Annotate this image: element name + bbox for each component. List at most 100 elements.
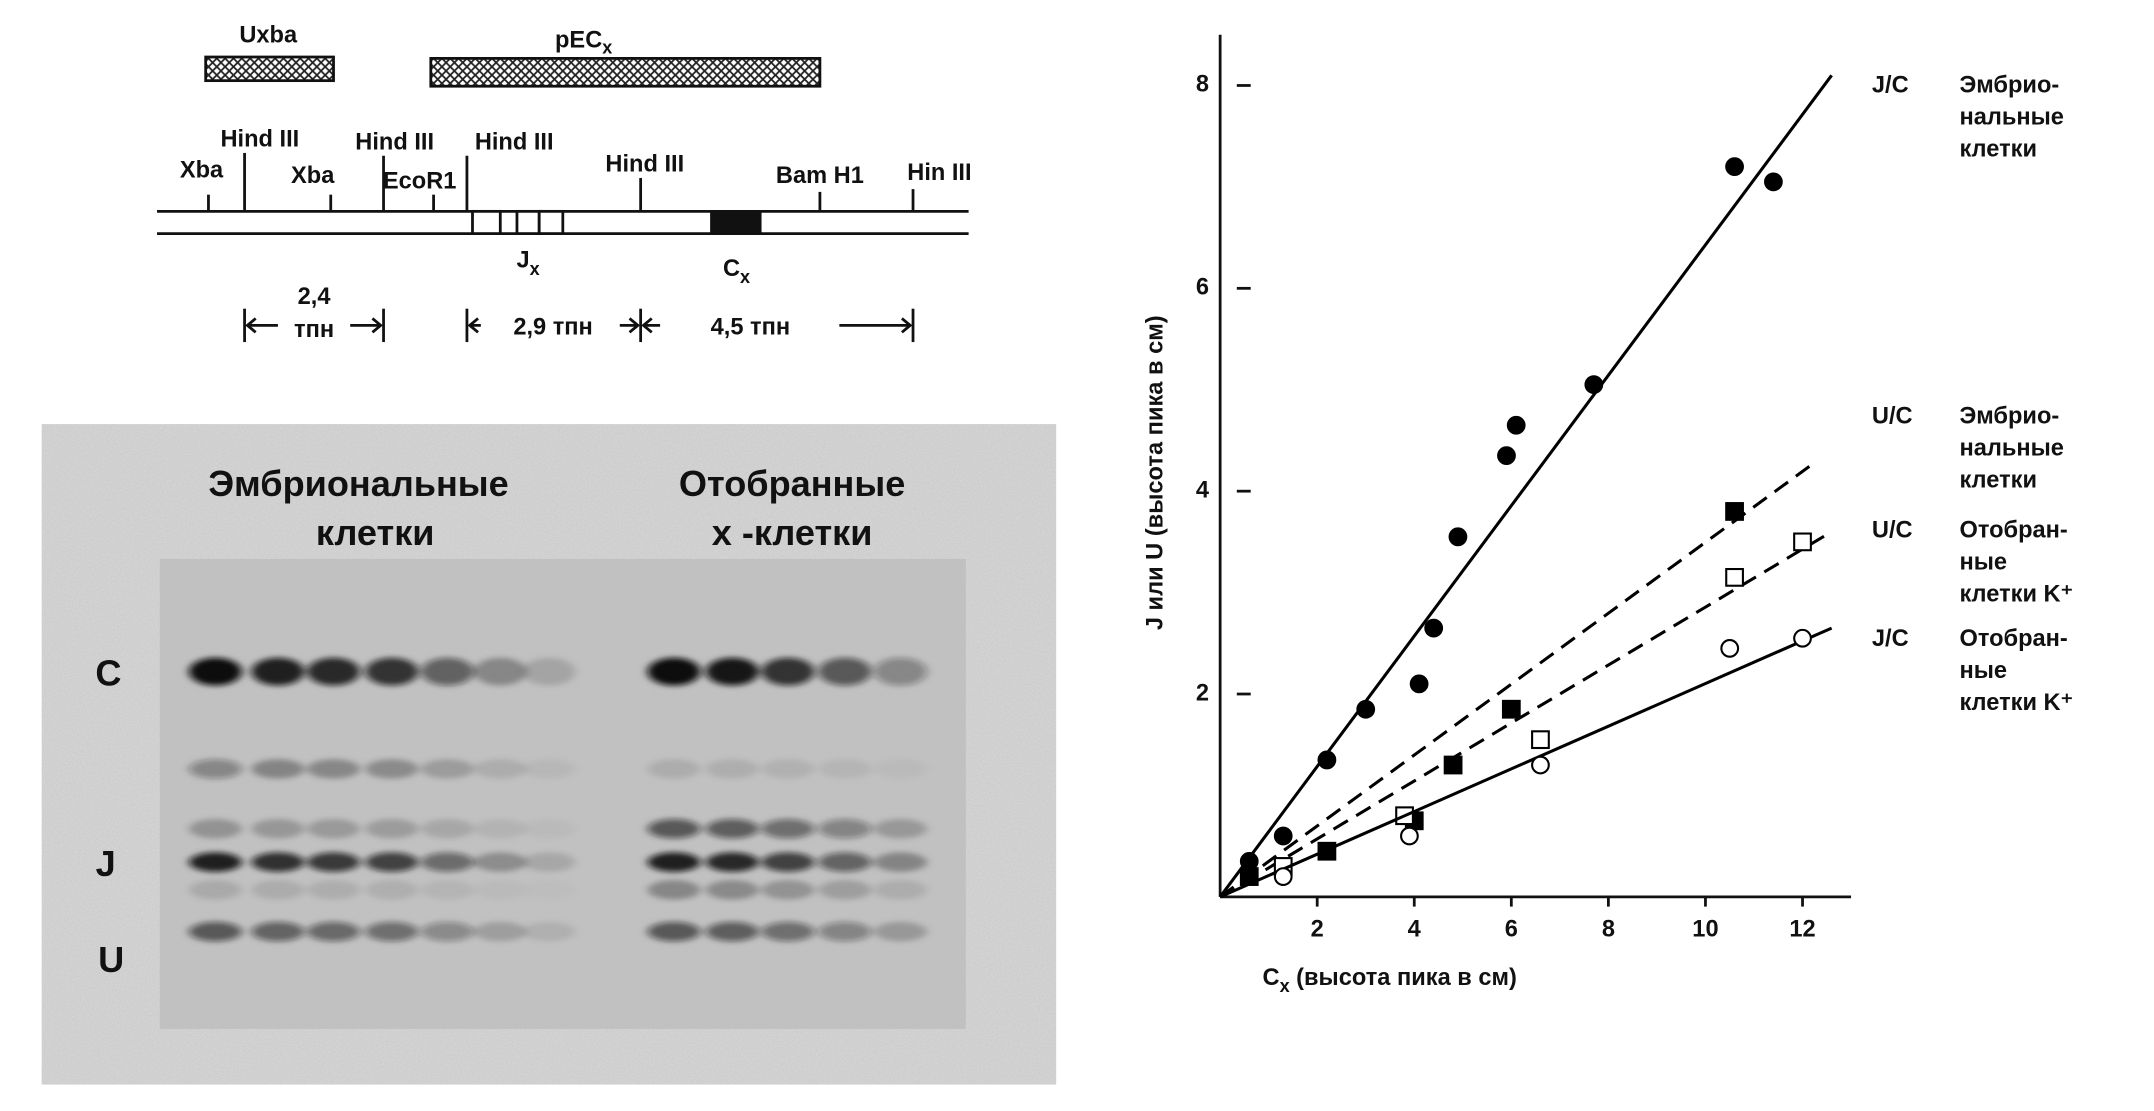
site-label: Hin III	[907, 160, 971, 186]
legend-text: Отобран-	[1959, 626, 2067, 652]
point	[1764, 172, 1783, 192]
band	[523, 880, 576, 899]
band	[365, 880, 419, 900]
point	[1356, 699, 1376, 719]
band	[307, 657, 360, 686]
legend-name: J/C	[1872, 626, 1909, 652]
point	[1400, 826, 1419, 846]
segment-label: Cx	[723, 256, 750, 287]
band	[874, 852, 927, 872]
gel-group: x -клетки	[712, 512, 873, 553]
legend-text: клетки K⁺	[1959, 581, 2073, 607]
segment-sub: x	[530, 259, 540, 279]
site-label: EcoR1	[383, 168, 457, 194]
segment-sub: x	[740, 267, 750, 287]
band	[251, 818, 305, 839]
band	[473, 921, 527, 942]
point	[1725, 157, 1744, 176]
x-tick-label: 8	[1602, 916, 1615, 942]
x-axis-label: Cx (высота пика в см)	[1263, 965, 1517, 996]
fit-line	[1218, 74, 1833, 898]
band	[818, 852, 872, 872]
distance-label: 2,4	[298, 284, 332, 310]
band	[647, 921, 701, 942]
x-tick-label: 10	[1692, 916, 1718, 942]
point	[1506, 415, 1526, 435]
band	[761, 759, 815, 779]
band	[705, 818, 759, 839]
band	[188, 657, 242, 686]
gel-group: Эмбриональные	[208, 463, 508, 504]
point	[1448, 527, 1468, 547]
y-tick-label: 6	[1196, 275, 1209, 301]
band	[421, 657, 474, 686]
point	[1317, 750, 1337, 770]
distance-brackets	[243, 308, 915, 343]
point	[1720, 638, 1740, 658]
band	[761, 880, 815, 900]
c-segment	[710, 211, 762, 234]
site-ticks	[207, 152, 915, 212]
probe-label-main: pEC	[555, 28, 602, 54]
band	[473, 657, 527, 686]
legend-text: нальные	[1959, 104, 2064, 130]
site-label: Hind III	[355, 129, 434, 155]
band	[421, 759, 474, 779]
band	[474, 880, 527, 899]
legend-text: клетки K⁺	[1959, 690, 2073, 716]
y-tick-label: 2	[1196, 680, 1209, 706]
x-label-rest: (высота пика в см)	[1290, 965, 1517, 991]
band	[522, 759, 576, 779]
band	[251, 880, 305, 900]
x-label-main: C	[1263, 965, 1280, 991]
point	[1273, 826, 1293, 846]
band	[307, 880, 360, 900]
point	[1409, 674, 1429, 694]
band	[251, 921, 305, 942]
fit-line	[1219, 530, 1833, 899]
band	[818, 921, 872, 942]
band	[251, 852, 305, 872]
legend-text: клетки	[1959, 467, 2037, 493]
band	[188, 852, 242, 872]
band	[522, 852, 576, 872]
x-tick-label: 4	[1408, 916, 1422, 942]
site-label: Bam H1	[776, 163, 864, 189]
band	[365, 852, 419, 872]
band	[188, 880, 242, 900]
point	[1497, 446, 1516, 466]
band	[365, 657, 419, 686]
legend-text: клетки	[1959, 136, 2037, 162]
band	[647, 657, 701, 686]
band	[818, 657, 872, 686]
restriction-map: Uxba pECx Jx Cx 2,4 тпн 2,9 тпн 4,5 тпн …	[157, 22, 972, 343]
band	[874, 880, 927, 900]
band	[421, 921, 474, 942]
band	[523, 819, 576, 838]
site-label: Hind III	[475, 129, 554, 155]
legend-text: Эмбрио-	[1959, 72, 2059, 98]
band	[874, 759, 927, 778]
band	[307, 759, 360, 779]
band	[188, 921, 242, 942]
distance-label: 2,9 тпн	[513, 314, 592, 340]
point	[1793, 628, 1812, 648]
band	[818, 880, 872, 900]
legend-name: U/C	[1872, 403, 1913, 429]
legend-text: ные	[1959, 549, 2007, 575]
band	[365, 759, 419, 779]
band	[365, 921, 419, 942]
legend-name: U/C	[1872, 517, 1913, 543]
band	[647, 759, 701, 779]
band	[818, 818, 872, 839]
band	[761, 921, 815, 942]
point	[1584, 375, 1604, 395]
gel-group: Отобранные	[679, 463, 905, 504]
band	[188, 759, 242, 779]
x-tick-label: 2	[1311, 916, 1324, 942]
point	[1273, 867, 1293, 886]
y-tick-label: 8	[1196, 72, 1209, 98]
legend-text: Отобран-	[1959, 517, 2067, 543]
probe-label-sub: x	[602, 37, 612, 57]
